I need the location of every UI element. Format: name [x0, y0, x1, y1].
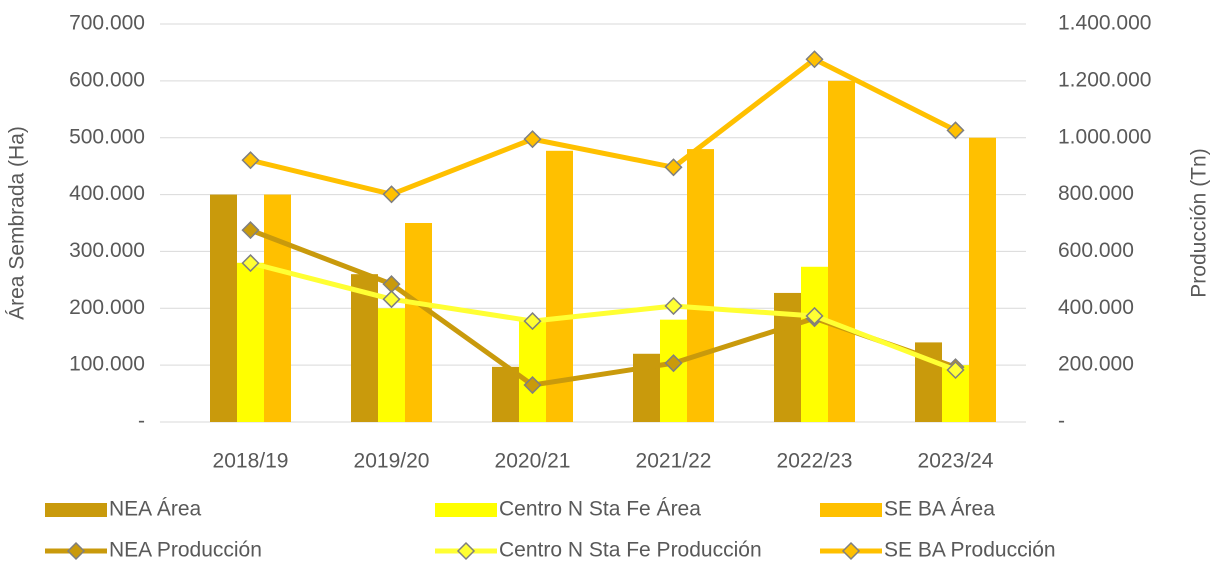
- bar: [969, 137, 996, 422]
- bar: [237, 262, 264, 422]
- y-tick-label: 400.000: [69, 182, 145, 205]
- legend-swatch: [820, 503, 882, 517]
- marker: [523, 130, 542, 149]
- x-tick-label: 2023/24: [918, 450, 994, 473]
- bar: [264, 194, 291, 422]
- legend-swatch: [435, 503, 497, 517]
- x-tick-label: 2021/22: [636, 450, 712, 473]
- y-tick-label: 600.000: [69, 68, 145, 91]
- bar: [378, 308, 405, 422]
- y-tick-label: 200.000: [69, 296, 145, 319]
- y-tick-label: 700.000: [69, 12, 145, 35]
- line: [249, 56, 957, 197]
- bar: [801, 266, 828, 422]
- marker: [664, 296, 683, 316]
- legend-label: Centro N Sta Fe Área: [499, 498, 701, 521]
- x-tick-label: 2019/20: [354, 450, 430, 473]
- legend-marker: [841, 541, 861, 561]
- y-tick-label: -: [138, 410, 145, 433]
- x-tick-label: 2018/19: [213, 450, 289, 473]
- y2-tick-label: 1.000.000: [1058, 125, 1151, 148]
- marker: [523, 312, 542, 331]
- bar: [687, 149, 714, 423]
- bar: [210, 194, 237, 422]
- marker: [382, 290, 401, 309]
- bar: [405, 223, 432, 422]
- marker: [664, 354, 683, 373]
- legend-label: SE BA Área: [884, 498, 995, 521]
- y-axis-title: Área Sembrada (Ha): [6, 126, 29, 320]
- y-tick-label: 300.000: [69, 239, 145, 262]
- marker: [382, 185, 401, 204]
- marker: [805, 50, 824, 69]
- y2-tick-label: 800.000: [1058, 182, 1134, 205]
- legend-label: NEA Área: [109, 498, 202, 521]
- marker: [523, 375, 542, 395]
- y-tick-label: 500.000: [69, 125, 145, 148]
- marker: [664, 158, 683, 177]
- marker: [241, 151, 260, 170]
- legend-label: SE BA Producción: [884, 539, 1056, 562]
- y2-tick-label: 1.200.000: [1058, 68, 1151, 91]
- y2-tick-label: 600.000: [1058, 239, 1134, 262]
- marker: [241, 221, 260, 240]
- x-tick-label: 2020/21: [495, 450, 571, 473]
- marker: [946, 121, 965, 140]
- y-tick-label: 100.000: [69, 353, 145, 376]
- legend-label: NEA Producción: [109, 539, 262, 562]
- y2-tick-label: -: [1058, 410, 1065, 433]
- legend-label: Centro N Sta Fe Producción: [499, 539, 762, 562]
- y2-tick-label: 1.400.000: [1058, 12, 1151, 35]
- x-tick-label: 2022/23: [777, 450, 853, 473]
- bar: [519, 319, 546, 422]
- line: [249, 260, 957, 373]
- bar: [546, 150, 573, 422]
- legend-marker: [456, 541, 476, 561]
- legend-swatch: [45, 503, 107, 517]
- y2-tick-label: 400.000: [1058, 296, 1134, 319]
- legend-marker: [66, 541, 86, 561]
- marker: [946, 360, 965, 380]
- marker: [241, 254, 260, 273]
- bar: [828, 80, 855, 422]
- bar: [492, 366, 519, 422]
- y2-axis-title: Producción (Tn): [1188, 148, 1211, 297]
- y2-tick-label: 200.000: [1058, 353, 1134, 376]
- marker: [805, 306, 824, 326]
- bar: [351, 274, 378, 422]
